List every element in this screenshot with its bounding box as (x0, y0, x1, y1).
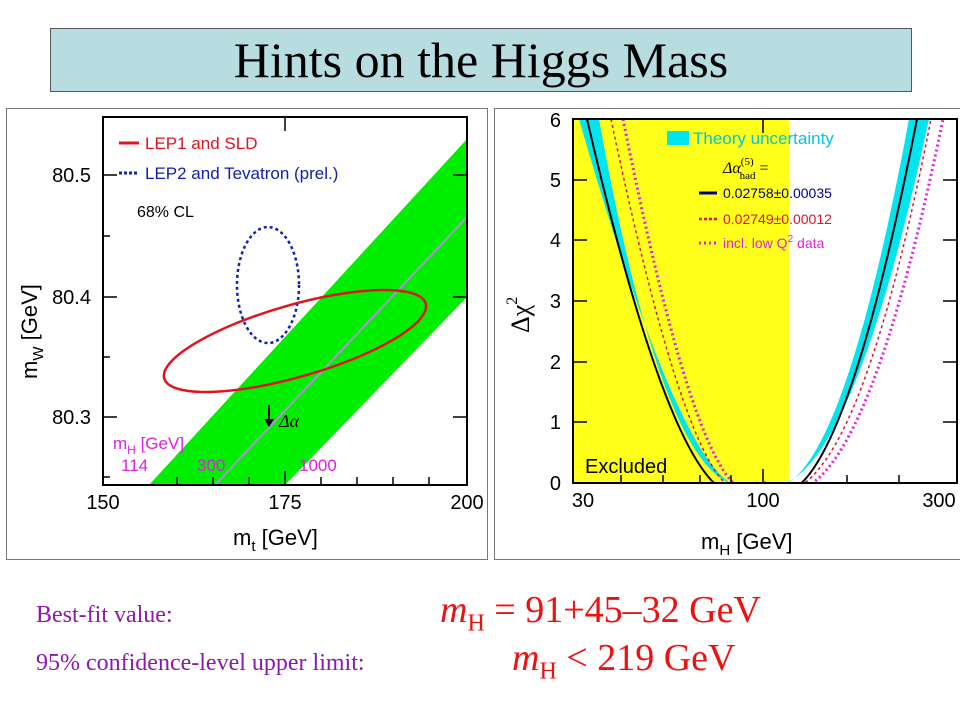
y-tick-label: 1 (550, 412, 561, 434)
x-axis-label: mH [GeV] (701, 529, 793, 559)
curve-dotted (621, 119, 945, 483)
y-tick-label: 2 (550, 352, 561, 374)
mh-label: mH [GeV] (113, 434, 184, 457)
legend-line2-label: 0.02749±0.00012 (723, 211, 832, 227)
excluded-label: Excluded (585, 456, 667, 478)
delta-alpha-label: Δα (278, 411, 300, 431)
mh-value-label: 300 (197, 456, 225, 475)
limit-label: 95% confidence-level upper limit: (36, 650, 365, 676)
lep2-ellipse (235, 225, 301, 345)
y-axis-label: Δχ2 (504, 297, 535, 333)
y-tick-label: 3 (550, 291, 561, 313)
mw-mt-chart: 80.5 80.4 80.3 150 175 200 mt [GeV] mW [… (17, 116, 484, 555)
y-tick-label: 80.5 (52, 165, 91, 187)
best-fit-label: Best-fit value: (36, 602, 173, 628)
x-tick-label: 30 (572, 490, 594, 512)
best-fit-value: mH = 91+45–32 GeV (440, 589, 761, 637)
y-tick-label: 80.3 (52, 407, 91, 429)
legend-line3-label: incl. low Q2 data (723, 234, 824, 251)
page-title: Hints on the Higgs Mass (233, 32, 729, 88)
left-ticks (103, 117, 467, 485)
x-tick-label: 150 (86, 492, 119, 514)
lep1-ellipse (162, 288, 428, 394)
mh-green-band (149, 139, 467, 485)
left-plot-panel: 80.5 80.4 80.3 150 175 200 mt [GeV] mW [… (6, 108, 488, 560)
legend-line1-label: 0.02758±0.00035 (723, 185, 832, 201)
y-tick-label: 80.4 (52, 287, 91, 309)
y-tick-label: 6 (550, 110, 561, 132)
x-tick-label: 100 (746, 490, 779, 512)
x-axis-label: mt [GeV] (233, 525, 318, 555)
delta-alpha-arrowhead (264, 419, 274, 427)
x-tick-label: 300 (922, 490, 955, 512)
mh-value-label: 1000 (299, 456, 337, 475)
delta-chi2-chart: 0 1 2 3 4 5 6 30 100 300 mH [GeV] Δχ2 Ex… (504, 110, 958, 559)
y-tick-label: 4 (550, 230, 561, 252)
legend-alpha-label: Δα(5) had = (722, 156, 769, 182)
x-tick-label: 175 (268, 492, 301, 514)
y-tick-label: 0 (550, 473, 561, 495)
legend-lep2-label: LEP2 and Tevatron (prel.) (145, 164, 338, 183)
theory-swatch (667, 131, 689, 145)
legend-cl-label: 68% CL (137, 204, 194, 221)
right-ticks (573, 119, 957, 484)
legend-theory-label: Theory uncertainty (693, 129, 834, 148)
x-tick-label: 200 (450, 492, 483, 514)
curve-solid (586, 119, 918, 483)
mh-value-label: 114 (121, 456, 148, 475)
y-axis-label: mW [GeV] (17, 284, 47, 379)
right-plot-panel: 0 1 2 3 4 5 6 30 100 300 mH [GeV] Δχ2 Ex… (494, 108, 960, 560)
curve-dashed (610, 119, 932, 483)
mh-center-line (214, 216, 467, 485)
y-tick-label: 5 (550, 170, 561, 192)
title-box: Hints on the Higgs Mass (50, 28, 912, 92)
limit-value: mH < 219 GeV (512, 637, 736, 685)
legend-lep1-label: LEP1 and SLD (145, 134, 257, 153)
